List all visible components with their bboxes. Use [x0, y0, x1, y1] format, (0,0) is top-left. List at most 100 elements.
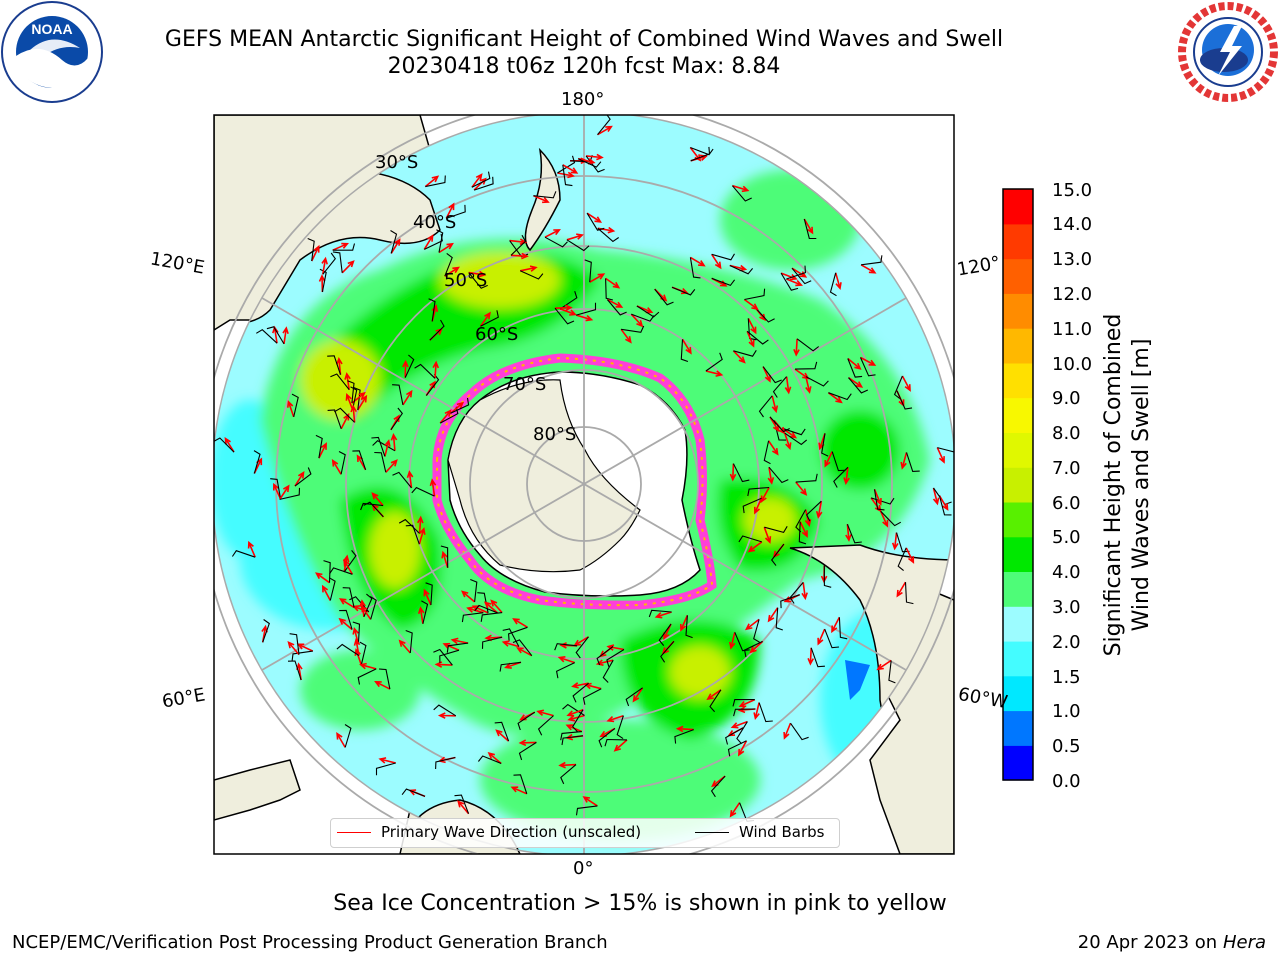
- wind-barb: [510, 234, 527, 256]
- wind-barb: [390, 407, 403, 431]
- wind-barb: [329, 567, 353, 575]
- wind-barb: [938, 495, 952, 516]
- colorbar-swatch: [1003, 258, 1033, 294]
- wave-direction-arrow: [344, 372, 351, 390]
- wave-direction-arrow: [398, 639, 411, 654]
- colorbar: [1003, 189, 1033, 781]
- wind-barb: [731, 185, 752, 202]
- wave-direction-arrow: [510, 786, 528, 795]
- wind-barb: [896, 390, 913, 410]
- wave-direction-arrow: [586, 153, 604, 161]
- wind-barb: [513, 774, 528, 794]
- wave-direction-arrow: [805, 376, 812, 394]
- wave-direction-arrow: [336, 732, 346, 748]
- colorbar-tick: 1.0: [1052, 701, 1081, 722]
- wind-barb: [537, 715, 554, 736]
- wave-direction-arrow: [442, 642, 460, 651]
- wind-barb: [289, 633, 300, 655]
- wind-barb: [332, 243, 356, 251]
- wind-barb: [468, 272, 488, 289]
- wind-barb: [454, 794, 470, 814]
- colorbar-swatch: [1003, 293, 1033, 329]
- colorbar-tick: 5.0: [1052, 527, 1081, 548]
- map-legend: Primary Wave Direction (unscaled) Wind B…: [330, 818, 840, 848]
- lat-label-50s: 50°S: [444, 270, 488, 291]
- wave-direction-arrow: [357, 394, 368, 411]
- wind-barb: [758, 702, 773, 723]
- wave-direction-arrow: [901, 375, 911, 392]
- wave-direction-arrow: [845, 524, 852, 542]
- wave-direction-arrow: [390, 238, 401, 254]
- wave-direction-arrow: [559, 308, 577, 316]
- wave-direction-arrow: [689, 256, 706, 267]
- wind-barb: [606, 299, 627, 316]
- wave-direction-arrow: [847, 357, 862, 370]
- wind-barb: [405, 524, 420, 545]
- chart-title: GEFS MEAN Antarctic Significant Height o…: [164, 27, 1004, 52]
- wind-barb: [648, 609, 672, 618]
- wave-direction-arrow: [402, 359, 409, 378]
- wave-direction-arrow: [512, 618, 528, 628]
- wind-barb: [791, 267, 812, 285]
- colorbar-swatch: [1003, 501, 1033, 538]
- wind-barb: [359, 641, 367, 666]
- wind-barb: [710, 775, 726, 798]
- wave-direction-arrow: [567, 714, 585, 722]
- wind-barb: [738, 535, 762, 543]
- wind-barb: [474, 604, 498, 614]
- wave-direction-arrow: [597, 125, 613, 136]
- wind-barb: [870, 497, 895, 505]
- wind-barb: [352, 621, 361, 645]
- wave-direction-arrow: [338, 617, 353, 631]
- wave-direction-arrow: [340, 412, 350, 430]
- wind-barb: [425, 175, 446, 188]
- wave-direction-arrow: [343, 559, 354, 575]
- wind-barb: [784, 432, 808, 446]
- wave-direction-arrow: [729, 632, 736, 650]
- wave-direction-arrow: [424, 175, 440, 188]
- wind-barb: [440, 545, 449, 568]
- wind-barb: [372, 440, 396, 452]
- wind-barb: [732, 463, 750, 483]
- wave-direction-arrow: [807, 647, 814, 666]
- wave-direction-arrow: [771, 395, 779, 414]
- wind-barb: [256, 329, 278, 344]
- wave-direction-arrow: [557, 656, 575, 664]
- colorbar-tick: 0.0: [1052, 771, 1081, 792]
- wave-direction-arrow: [620, 328, 632, 344]
- wave-direction-arrow: [359, 662, 377, 670]
- wave-direction-arrow: [287, 400, 295, 418]
- colorbar-swatch: [1003, 223, 1033, 260]
- wind-barb: [597, 227, 620, 243]
- wave-direction-arrow: [767, 440, 779, 456]
- wind-barb: [829, 272, 837, 297]
- wind-barb: [446, 204, 466, 219]
- wind-barb: [439, 406, 459, 424]
- colorbar-tick: 8.0: [1052, 423, 1081, 444]
- colorbar-swatch: [1003, 745, 1033, 781]
- wave-direction-arrow: [706, 689, 722, 701]
- wind-barb: [291, 393, 299, 418]
- colorbar-tick: 10.0: [1052, 354, 1093, 375]
- footer-organization: NCEP/EMC/Verification Post Processing Pr…: [12, 932, 608, 953]
- wind-barb: [897, 547, 907, 572]
- wind-barb: [605, 278, 614, 301]
- wave-direction-arrow: [417, 515, 424, 534]
- wind-barb: [279, 487, 301, 500]
- wind-barb: [319, 268, 327, 293]
- wind-barb: [575, 636, 589, 659]
- colorbar-tick: 7.0: [1052, 458, 1081, 479]
- wave-direction-arrow: [282, 326, 289, 345]
- wave-direction-arrow: [509, 238, 528, 246]
- wave-direction-arrow: [905, 547, 915, 564]
- wind-barb: [323, 560, 331, 583]
- wind-barb: [344, 724, 352, 748]
- colorbar-swatch: [1003, 710, 1033, 746]
- wind-barb: [744, 288, 766, 301]
- wave-direction-arrow: [423, 588, 432, 606]
- wind-barb: [711, 253, 735, 261]
- wind-barb: [746, 330, 769, 345]
- wave-direction-arrow: [501, 640, 520, 648]
- wind-barb: [533, 191, 557, 199]
- wind-barb: [747, 486, 770, 497]
